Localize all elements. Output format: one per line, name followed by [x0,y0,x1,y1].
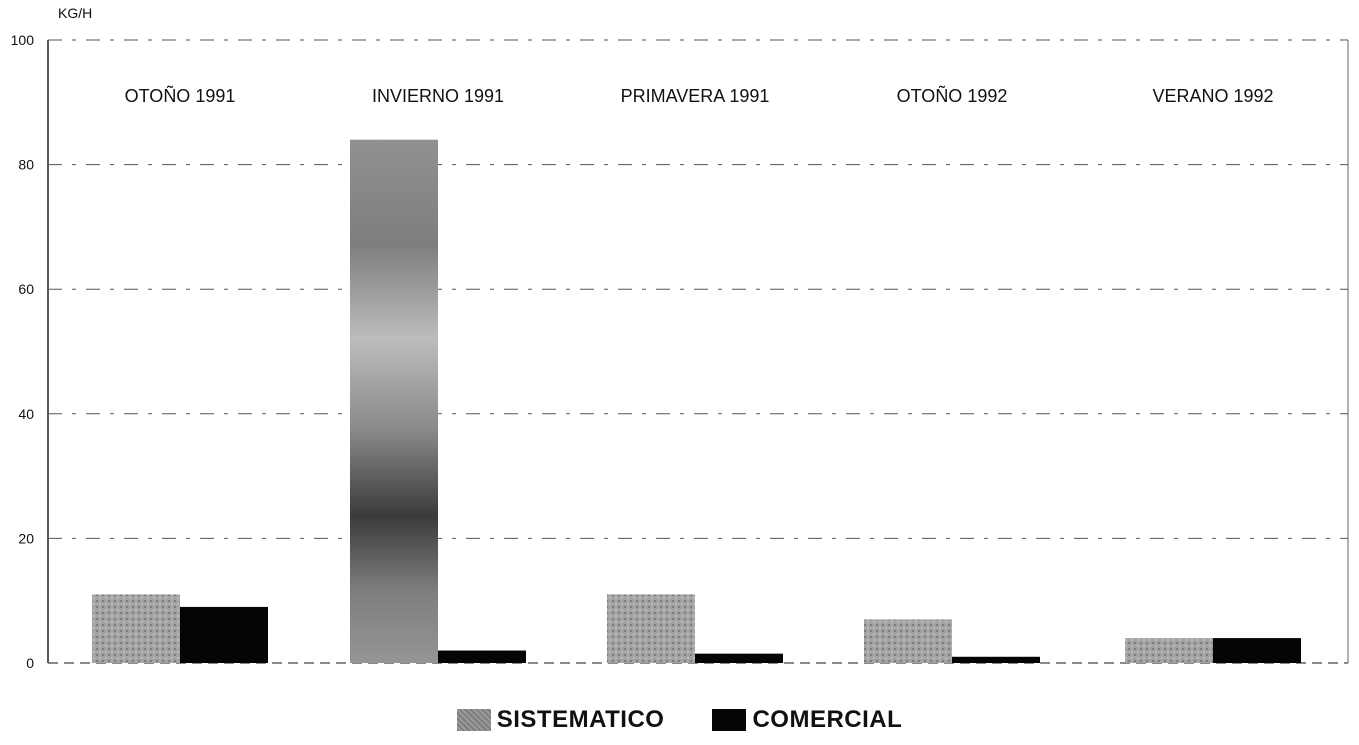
legend: SISTEMATICO COMERCIAL [0,706,1359,734]
category-label-1: OTOÑO 1991 [125,85,236,106]
bar-comercial-3 [695,653,783,663]
category-label-5: VERANO 1992 [1152,86,1273,106]
y-tick-label-40: 40 [18,406,34,422]
bar-comercial-1 [180,606,268,663]
bar-sistematico-2 [350,139,438,663]
y-tick-label-60: 60 [18,281,34,297]
legend-item-comercial: COMERCIAL [712,706,902,734]
y-tick-label-0: 0 [26,655,34,671]
category-label-2: INVIERNO 1991 [372,86,504,106]
legend-label-sistematico: SISTEMATICO [496,706,665,733]
y-tick-label-80: 80 [18,157,34,173]
bar-sistematico-3 [607,594,695,663]
category-label-4: OTOÑO 1992 [897,85,1008,106]
category-label-3: PRIMAVERA 1991 [621,86,770,106]
y-tick-label-100: 100 [11,32,35,48]
bar-comercial-4 [952,656,1040,663]
bar-sistematico-1 [92,594,180,663]
legend-swatch-comercial [712,709,747,731]
bar-comercial-2 [438,650,526,663]
bar-sistematico-5 [1125,638,1213,663]
legend-label-comercial: COMERCIAL [752,706,903,733]
legend-swatch-sistematico [456,709,491,731]
bar-sistematico-4 [864,619,952,663]
legend-item-sistematico: SISTEMATICO [456,706,665,734]
bar-comercial-5 [1213,638,1301,663]
y-axis-label: KG/H [58,5,92,21]
y-tick-label-20: 20 [18,530,34,546]
